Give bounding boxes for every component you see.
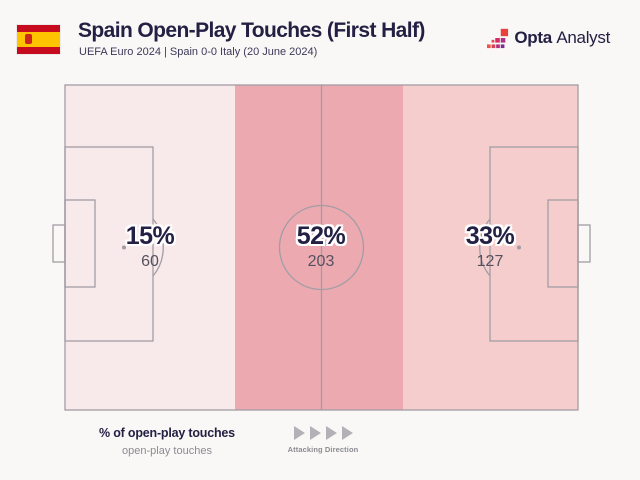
- flag-stripe-bottom: [17, 46, 60, 54]
- attacking-third-label: 33% 127: [430, 222, 550, 271]
- arrow-right-icon: [325, 426, 337, 440]
- arrow-right-icon: [341, 426, 353, 440]
- pitch-lines: [52, 84, 591, 411]
- middle-third-label: 52% 203: [261, 222, 381, 271]
- defensive-third-count: 60: [141, 253, 159, 270]
- pitch-chart: [52, 84, 591, 411]
- spain-flag: [17, 25, 60, 54]
- legend: % of open-play touches open-play touches: [87, 426, 247, 457]
- attacking-direction-indicator: Attacking Direction: [283, 426, 363, 454]
- opta-logo-icon: [487, 28, 509, 49]
- right-penalty-arc: [479, 218, 491, 277]
- attacking-third-percentage: 33%: [465, 222, 515, 250]
- left-goal: [52, 224, 66, 263]
- middle-third-percentage: 52%: [296, 222, 346, 250]
- arrow-right-icon: [309, 426, 321, 440]
- attacking-third-count: 127: [476, 253, 504, 270]
- right-penalty-spot: [516, 245, 522, 250]
- flag-stripe-middle: [17, 32, 60, 47]
- page-title: Spain Open-Play Touches (First Half): [78, 19, 425, 42]
- attacking-direction-label: Attacking Direction: [287, 445, 359, 454]
- flag-stripe-top: [17, 25, 60, 33]
- opta-analyst-logo: Opta Analyst: [487, 27, 610, 49]
- brand-opta: Opta: [514, 28, 552, 47]
- left-penalty-spot: [121, 245, 127, 250]
- attacking-direction-arrows: [283, 426, 363, 440]
- flag-coat-of-arms: [25, 34, 32, 45]
- zone-middle-third: [235, 85, 403, 410]
- zone-defensive-third: [65, 85, 235, 410]
- defensive-third-label: 15% 60: [90, 222, 210, 271]
- right-goal: [577, 224, 591, 263]
- legend-primary-label: % of open-play touches: [99, 426, 235, 440]
- middle-third-count: 203: [307, 253, 335, 270]
- page-subtitle: UEFA Euro 2024 | Spain 0-0 Italy (20 Jun…: [79, 46, 318, 58]
- brand-analyst: Analyst: [556, 28, 610, 47]
- legend-secondary-label: open-play touches: [122, 445, 212, 457]
- brand-wordmark: Opta Analyst: [514, 28, 610, 48]
- center-circle: [278, 204, 365, 291]
- defensive-third-percentage: 15%: [125, 222, 175, 250]
- left-penalty-arc: [152, 218, 164, 277]
- arrow-right-icon: [293, 426, 305, 440]
